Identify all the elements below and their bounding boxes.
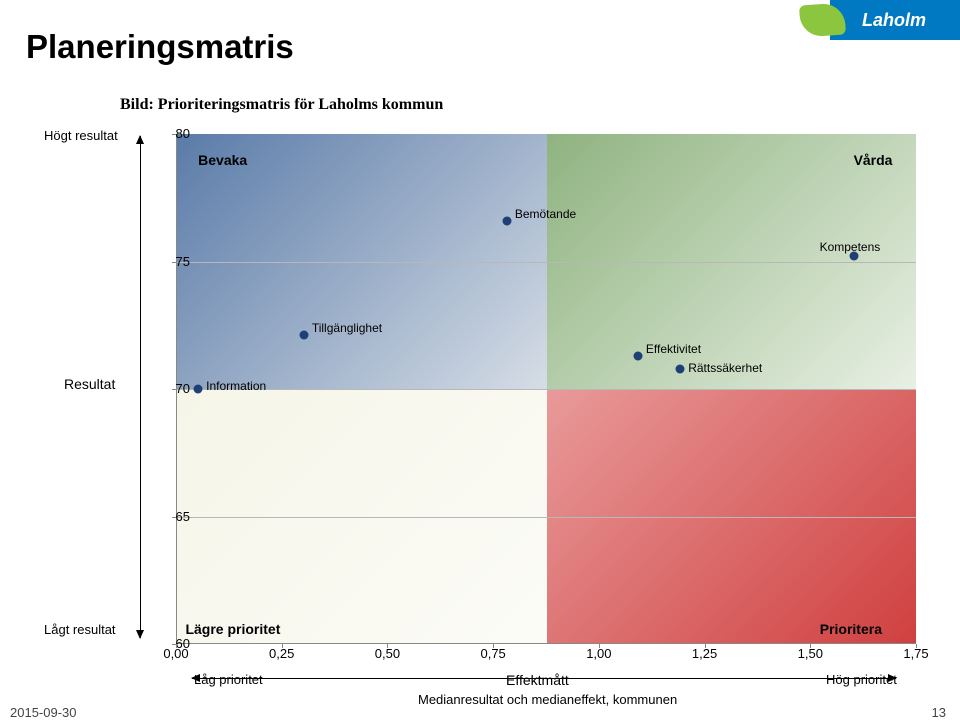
subtitle: Bild: Prioriteringsmatris för Laholms ko… xyxy=(120,96,443,114)
y-axis-arrow xyxy=(140,136,141,638)
priority-matrix-chart: Bevaka Vårda Lägre prioritet Prioritera Bemö… xyxy=(36,120,936,660)
data-point-label: Information xyxy=(206,379,266,393)
plot-area: Bevaka Vårda Lägre prioritet Prioritera Bemö… xyxy=(176,134,916,644)
x-tick-label: 1,00 xyxy=(579,646,619,661)
brand-logo: Laholm xyxy=(830,0,960,40)
data-point-label: Bemötande xyxy=(515,207,576,221)
data-point xyxy=(299,331,308,340)
x-tick-label: 1,25 xyxy=(685,646,725,661)
data-point-label: Kompetens xyxy=(820,240,881,254)
gridline xyxy=(177,262,916,263)
label-hog-prioritet: Hög prioritet xyxy=(826,672,897,687)
data-point xyxy=(502,216,511,225)
footer-page-number: 13 xyxy=(932,705,946,720)
quadrant-label-bottom-right: Prioritera xyxy=(820,621,882,637)
x-tick-label: 0,75 xyxy=(473,646,513,661)
data-point-label: Rättssäkerhet xyxy=(688,361,762,375)
data-point-label: Effektivitet xyxy=(646,342,701,356)
footer-date: 2015-09-30 xyxy=(10,705,77,720)
label-hogt-resultat: Högt resultat xyxy=(44,128,118,143)
x-tick-label: 1,75 xyxy=(896,646,936,661)
brand-logo-text: Laholm xyxy=(862,10,926,31)
page-title: Planeringsmatris xyxy=(26,28,294,66)
y-tick-label: 80 xyxy=(150,126,190,141)
x-tick-label: 0,25 xyxy=(262,646,302,661)
label-lag-prioritet: Låg prioritet xyxy=(194,672,263,687)
data-point xyxy=(633,351,642,360)
x-tick-label: 0,50 xyxy=(367,646,407,661)
gridline xyxy=(177,517,916,518)
y-tick-label: 70 xyxy=(150,381,190,396)
quadrant-label-top-right: Vårda xyxy=(854,152,893,168)
x-tick-label: 1,50 xyxy=(790,646,830,661)
quadrant-label-top-left: Bevaka xyxy=(198,152,247,168)
y-tick-label: 75 xyxy=(150,254,190,269)
x-axis-title: Effektmått xyxy=(506,672,569,688)
x-axis-subtitle: Medianresultat och medianeffekt, kommune… xyxy=(418,692,677,707)
x-tick-label: 0,00 xyxy=(156,646,196,661)
data-point xyxy=(676,364,685,373)
data-point xyxy=(194,385,203,394)
quadrant-label-bottom-left: Lägre prioritet xyxy=(185,621,280,637)
label-lagt-resultat: Lågt resultat xyxy=(44,622,116,637)
gridline xyxy=(177,389,916,390)
data-point-label: Tillgänglighet xyxy=(312,321,382,335)
y-axis-title: Resultat xyxy=(64,376,115,392)
y-tick-label: 65 xyxy=(150,509,190,524)
